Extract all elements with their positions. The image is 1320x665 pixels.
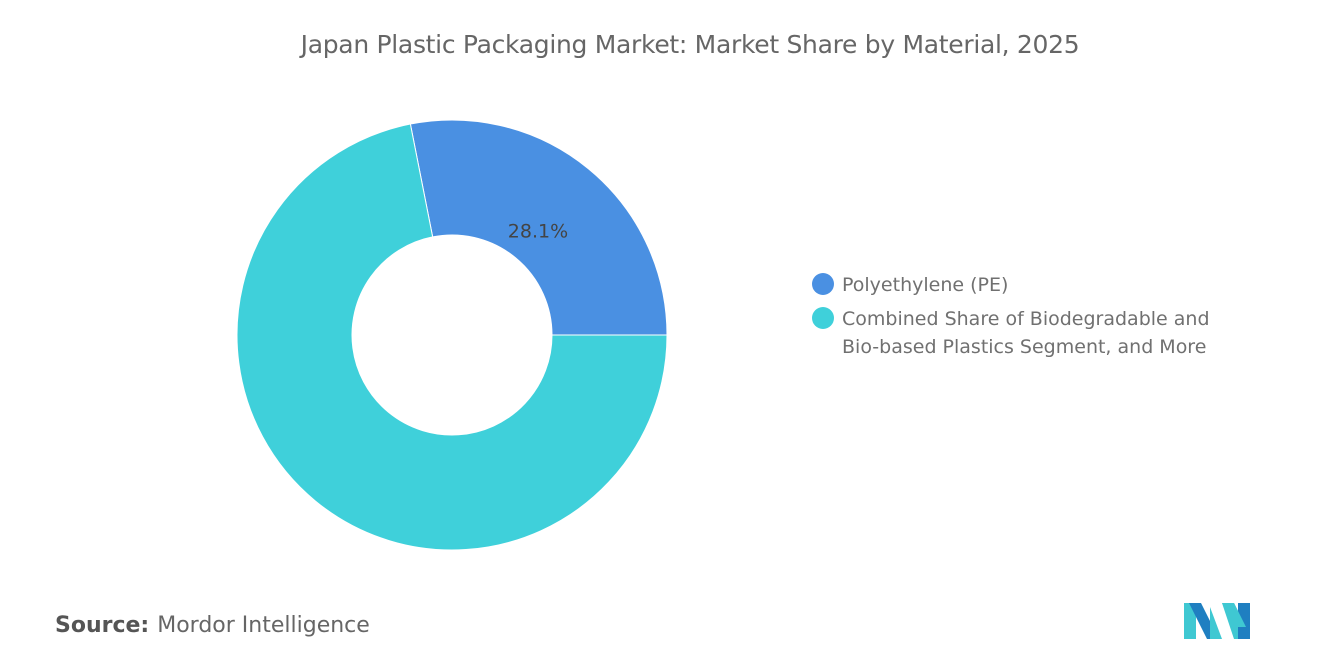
donut-slice-1[interactable] bbox=[236, 123, 668, 551]
legend-item-pe[interactable]: Polyethylene (PE) bbox=[812, 271, 1242, 299]
legend-item-other[interactable]: Combined Share of Biodegradable and Bio-… bbox=[812, 305, 1242, 361]
legend-label: Polyethylene (PE) bbox=[842, 274, 1009, 296]
donut-slice-0[interactable] bbox=[409, 119, 668, 336]
data-label-0: 28.1% bbox=[508, 221, 568, 243]
legend: Polyethylene (PE) Combined Share of Biod… bbox=[812, 271, 1242, 367]
source-value: Mordor Intelligence bbox=[157, 613, 370, 638]
legend-marker-other bbox=[812, 307, 834, 329]
legend-marker-pe bbox=[812, 273, 834, 295]
chart-title: Japan Plastic Packaging Market: Market S… bbox=[300, 30, 1080, 59]
source-note: Source: Mordor Intelligence bbox=[55, 613, 370, 638]
mordor-logo-icon bbox=[1184, 603, 1250, 639]
source-label: Source: bbox=[55, 613, 150, 638]
legend-label: Combined Share of Biodegradable and Bio-… bbox=[842, 308, 1210, 358]
